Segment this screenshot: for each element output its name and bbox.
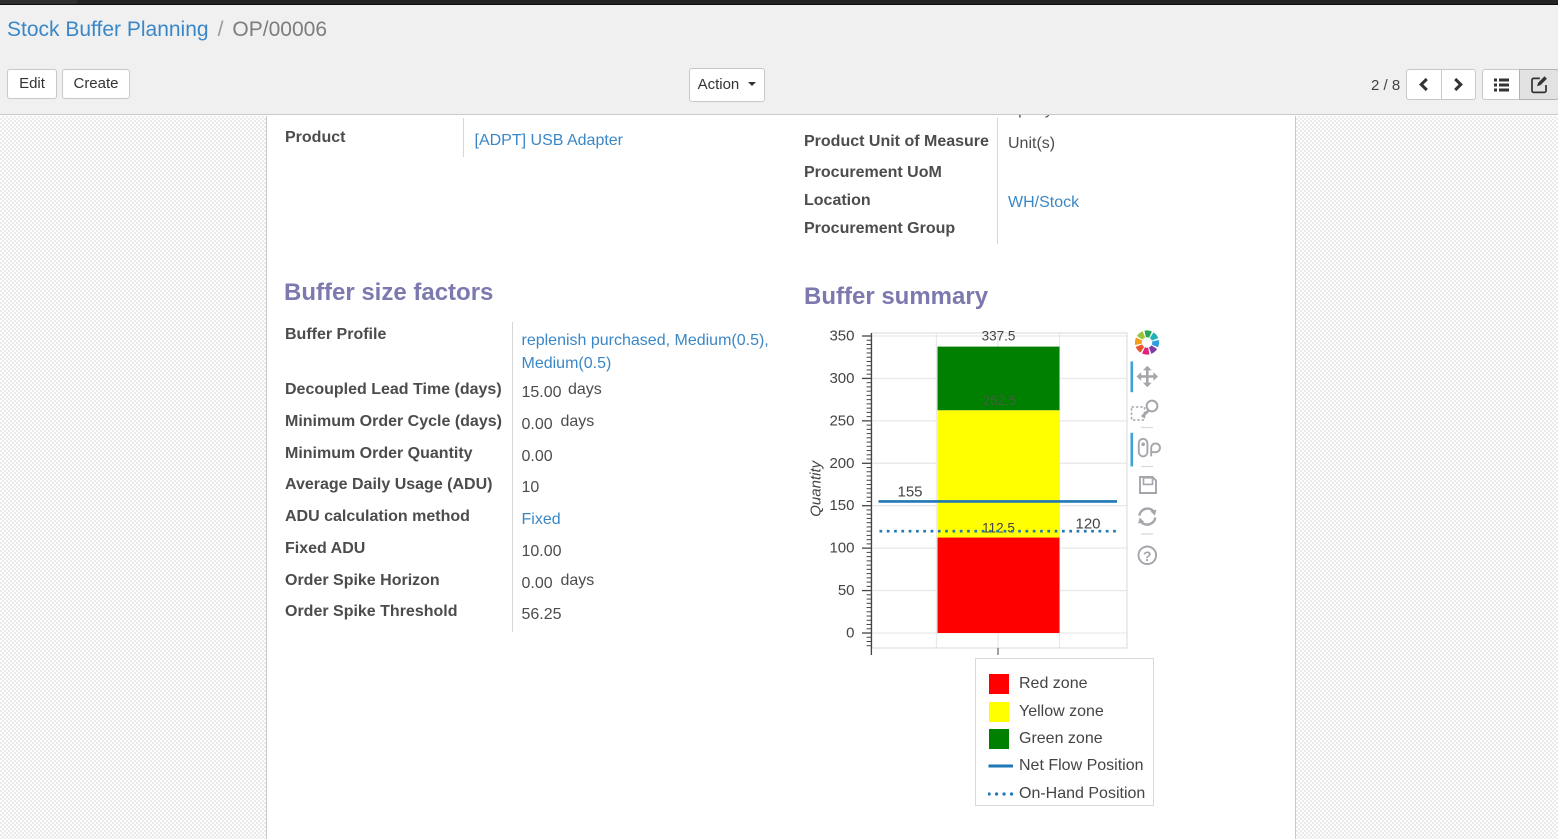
- svg-text:250: 250: [829, 412, 854, 429]
- svg-text:337.5: 337.5: [982, 328, 1016, 343]
- svg-text:50: 50: [838, 582, 855, 599]
- svg-text:262.5: 262.5: [983, 393, 1017, 408]
- svg-text:100: 100: [829, 540, 854, 557]
- svg-text:200: 200: [829, 455, 854, 472]
- svg-text:155: 155: [897, 484, 922, 501]
- svg-text:0: 0: [846, 625, 854, 642]
- svg-text:?: ?: [1143, 548, 1152, 564]
- svg-text:350: 350: [829, 328, 854, 345]
- svg-text:150: 150: [829, 497, 854, 514]
- svg-text:Quantity: Quantity: [808, 459, 825, 516]
- svg-text:300: 300: [829, 370, 854, 387]
- svg-text:112.5: 112.5: [982, 520, 1015, 535]
- svg-text:120: 120: [1075, 516, 1100, 533]
